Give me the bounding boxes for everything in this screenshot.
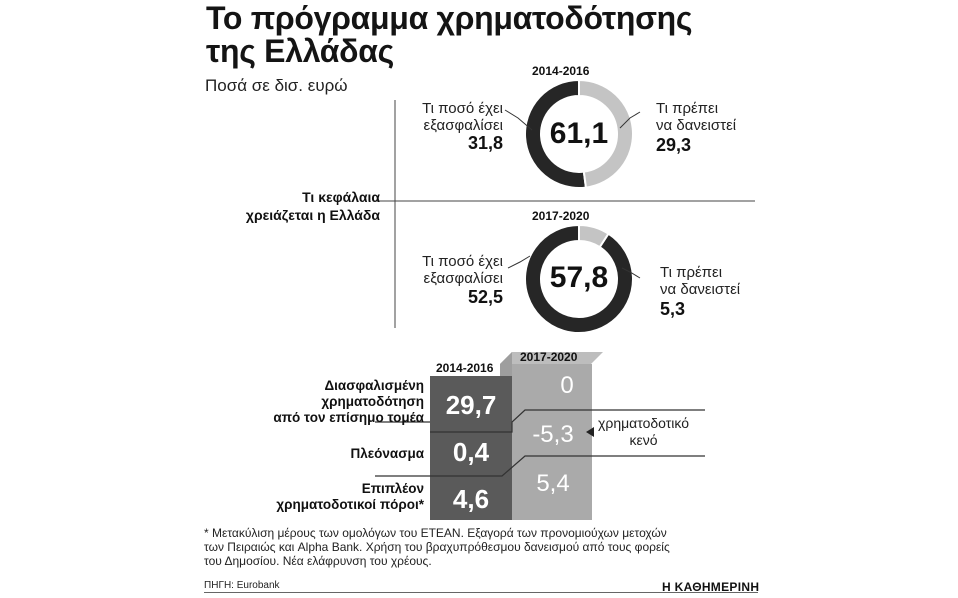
donut-chart-2014-2016 [523, 78, 634, 189]
cell-2017-surplus: -5,3 [532, 421, 574, 448]
cell-2014-additional: 4,6 [452, 484, 490, 514]
gap-arrow-icon [586, 427, 594, 437]
column-2017-body [512, 364, 592, 520]
cell-2014-surplus: 0,4 [452, 437, 490, 467]
donut2-total: 57,8 [549, 261, 609, 294]
cell-2014-official: 29,7 [445, 390, 497, 420]
donut-chart-2017-2020 [524, 223, 634, 334]
title-line-2: της Ελλάδας [206, 33, 394, 69]
column-header-2017-2020: 2017-2020 [520, 350, 578, 364]
donut2-secured-value: 52,5 [467, 287, 503, 307]
leader-line-right-2 [621, 267, 641, 279]
donut-slice-to-borrow [578, 223, 610, 249]
column-2014-body [430, 376, 512, 520]
column-2017-top [500, 352, 603, 364]
source-credit: ΠΗΓΗ: Eurobank [204, 580, 280, 591]
row-separator-2 [375, 455, 705, 477]
footer-rule [204, 592, 758, 593]
donut2-left-label: Τι ποσό έχει εξασφαλίσει [422, 253, 503, 287]
section-label: Τι κεφάλαια χρειάζεται η Ελλάδα [245, 189, 380, 223]
donut2-right-label: Τι πρέπει να δανειστεί [660, 264, 741, 298]
leader-line-right-1 [619, 111, 641, 129]
row-label-surplus: Πλεόνασμα [350, 446, 424, 461]
donut1-period: 2014-2016 [532, 64, 590, 78]
row-label-additional-resources: Επιπλέον χρηματοδοτικοί πόροι* [276, 481, 424, 512]
leader-line-left-1 [504, 109, 533, 131]
leader-line-left-2 [507, 255, 531, 269]
row-separator-1 [375, 409, 705, 433]
donut1-right-label: Τι πρέπει να δανειστεί [656, 100, 737, 134]
publisher-logo: Η ΚΑΘΗΜΕΡΙΝΗ [662, 580, 760, 594]
title-line-1: Το πρόγραμμα χρηματοδότησης [206, 0, 693, 36]
donut1-total: 61,1 [549, 117, 609, 150]
row-label-official-financing: Διασφαλισμένη χρηματοδότηση από τον επίσ… [273, 378, 424, 425]
donut1-secured-value: 31,8 [467, 133, 503, 153]
subtitle: Ποσά σε δισ. ευρώ [205, 76, 348, 95]
column-header-2014-2016: 2014-2016 [436, 361, 494, 375]
gap-label: χρηματοδοτικό κενό [598, 415, 690, 448]
donut2-period: 2017-2020 [532, 209, 590, 223]
cell-2017-additional: 5,4 [536, 470, 570, 497]
cell-2017-official: 0 [560, 372, 574, 399]
donut-slice-to-borrow [578, 78, 634, 189]
donut1-borrow-value: 29,3 [656, 135, 692, 155]
page-title: Το πρόγραμμα χρηματοδότησης της Ελλάδας [206, 0, 693, 69]
donut1-left-label: Τι ποσό έχει εξασφαλίσει [422, 100, 503, 134]
footnote: * Μετακύλιση μέρους των ομολόγων του ΕΤΕ… [204, 526, 670, 568]
donut-slice-secured [524, 223, 634, 334]
donut2-borrow-value: 5,3 [660, 299, 686, 319]
